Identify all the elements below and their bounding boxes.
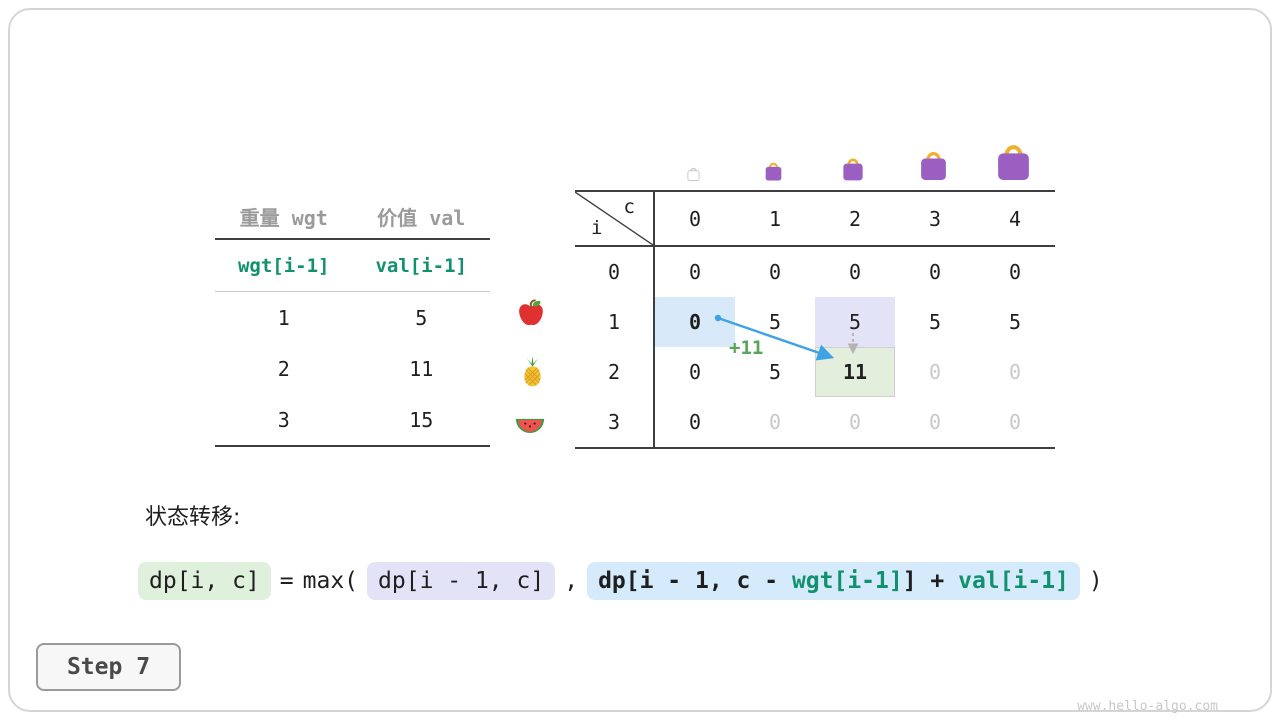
dp-col-header: 0 — [655, 192, 735, 247]
weights-formula-row: wgt[i-1] val[i-1] — [215, 240, 490, 292]
transition-title: 状态转移: — [145, 505, 241, 530]
watermelon-icon — [514, 409, 546, 441]
dp-cell: 0 — [688, 260, 702, 284]
dp-corner-row-label: i — [591, 217, 603, 239]
transition-formula: dp[i, c] = max( dp[i - 1, c] , dp[i - 1,… — [138, 562, 1103, 600]
formula-take-mid: ] + — [902, 568, 959, 594]
weights-table: 重量 wgt 价值 val wgt[i-1] val[i-1] 1 5 2 11 3 15 — [215, 195, 490, 447]
dp-row-header: 0 — [575, 247, 655, 297]
item-value: 5 — [415, 305, 428, 330]
dp-cell: 11 — [815, 347, 895, 397]
dp-col-header: 2 — [815, 192, 895, 247]
dp-cell: 5 — [768, 360, 782, 384]
dp-cell: 0 — [688, 410, 702, 434]
dp-cell: 0 — [1008, 260, 1022, 284]
apple-icon — [515, 297, 547, 329]
weight-col-header: 重量 wgt — [239, 206, 328, 230]
bag-icon-2 — [840, 154, 866, 185]
dp-table-grid: c i 0 1 2 3 4 0 0 0 0 0 0 1 0 5 5 5 5 2 0 5 11 0 0 3 0 0 0 0 0 — [575, 190, 1055, 449]
dp-cell: 0 — [848, 410, 862, 434]
formula-take-wgt: wgt[i-1] — [791, 568, 903, 594]
dp-cell: 0 — [848, 260, 862, 284]
dp-cell: 0 — [928, 260, 942, 284]
watermark: www.hello-algo.com — [1077, 699, 1218, 714]
value-col-header: 价值 val — [377, 206, 466, 230]
formula-chip-take: dp[i - 1, c - wgt[i-1]] + val[i-1] — [587, 562, 1080, 600]
item-value: 15 — [409, 407, 434, 432]
dp-cell: 0 — [688, 360, 702, 384]
weights-table-row: 2 11 — [215, 343, 490, 394]
formula-chip-keep: dp[i - 1, c] — [367, 562, 556, 600]
bag-icon-1 — [763, 159, 784, 185]
bag-icon-0 — [686, 165, 701, 185]
value-formula-label: val[i-1] — [375, 254, 467, 277]
dp-row-header: 1 — [575, 297, 655, 347]
dp-col-header: 3 — [895, 192, 975, 247]
weights-table-row: 3 15 — [215, 394, 490, 445]
dp-cell: 5 — [1008, 310, 1022, 334]
dp-cell: 0 — [1008, 410, 1022, 434]
dp-cell: 0 — [928, 410, 942, 434]
dp-cell: 5 — [928, 310, 942, 334]
pineapple-icon — [516, 355, 548, 387]
weights-table-header: 重量 wgt 价值 val — [215, 195, 490, 240]
item-weight: 1 — [277, 305, 290, 330]
dp-cell: 0 — [928, 360, 942, 384]
dp-row-header: 2 — [575, 347, 655, 397]
formula-chip-current: dp[i, c] — [138, 562, 271, 600]
step-badge: Step 7 — [36, 643, 181, 691]
item-weight: 2 — [277, 356, 290, 381]
formula-comma: , — [564, 568, 579, 594]
formula-close-paren: ) — [1088, 568, 1103, 594]
corner-diagonal — [575, 192, 653, 245]
weight-formula-label: wgt[i-1] — [237, 254, 330, 277]
weights-table-rows: 1 5 2 11 3 15 — [215, 292, 490, 445]
formula-take-val: val[i-1] — [958, 568, 1069, 594]
dp-col-header: 1 — [735, 192, 815, 247]
dp-cell: 0 — [768, 260, 782, 284]
dp-cell: 5 — [815, 297, 895, 347]
dp-corner-col-label: c — [623, 196, 635, 218]
dp-corner-cell: c i — [575, 192, 655, 247]
bag-icon-4 — [993, 138, 1034, 185]
dp-cell: 0 — [1008, 360, 1022, 384]
dp-cell: 0 — [655, 297, 735, 347]
arrow-gain-label: +11 — [729, 337, 764, 359]
dp-col-header: 4 — [975, 192, 1055, 247]
dp-row-header: 3 — [575, 397, 655, 447]
item-weight: 3 — [277, 407, 290, 432]
formula-equals: = — [279, 568, 294, 594]
item-value: 11 — [409, 356, 434, 381]
formula-max-open: max( — [302, 568, 359, 594]
dp-cell: 0 — [768, 410, 782, 434]
formula-take-prefix: dp[i - 1, c - — [598, 568, 792, 594]
bag-icon-3 — [917, 146, 950, 185]
